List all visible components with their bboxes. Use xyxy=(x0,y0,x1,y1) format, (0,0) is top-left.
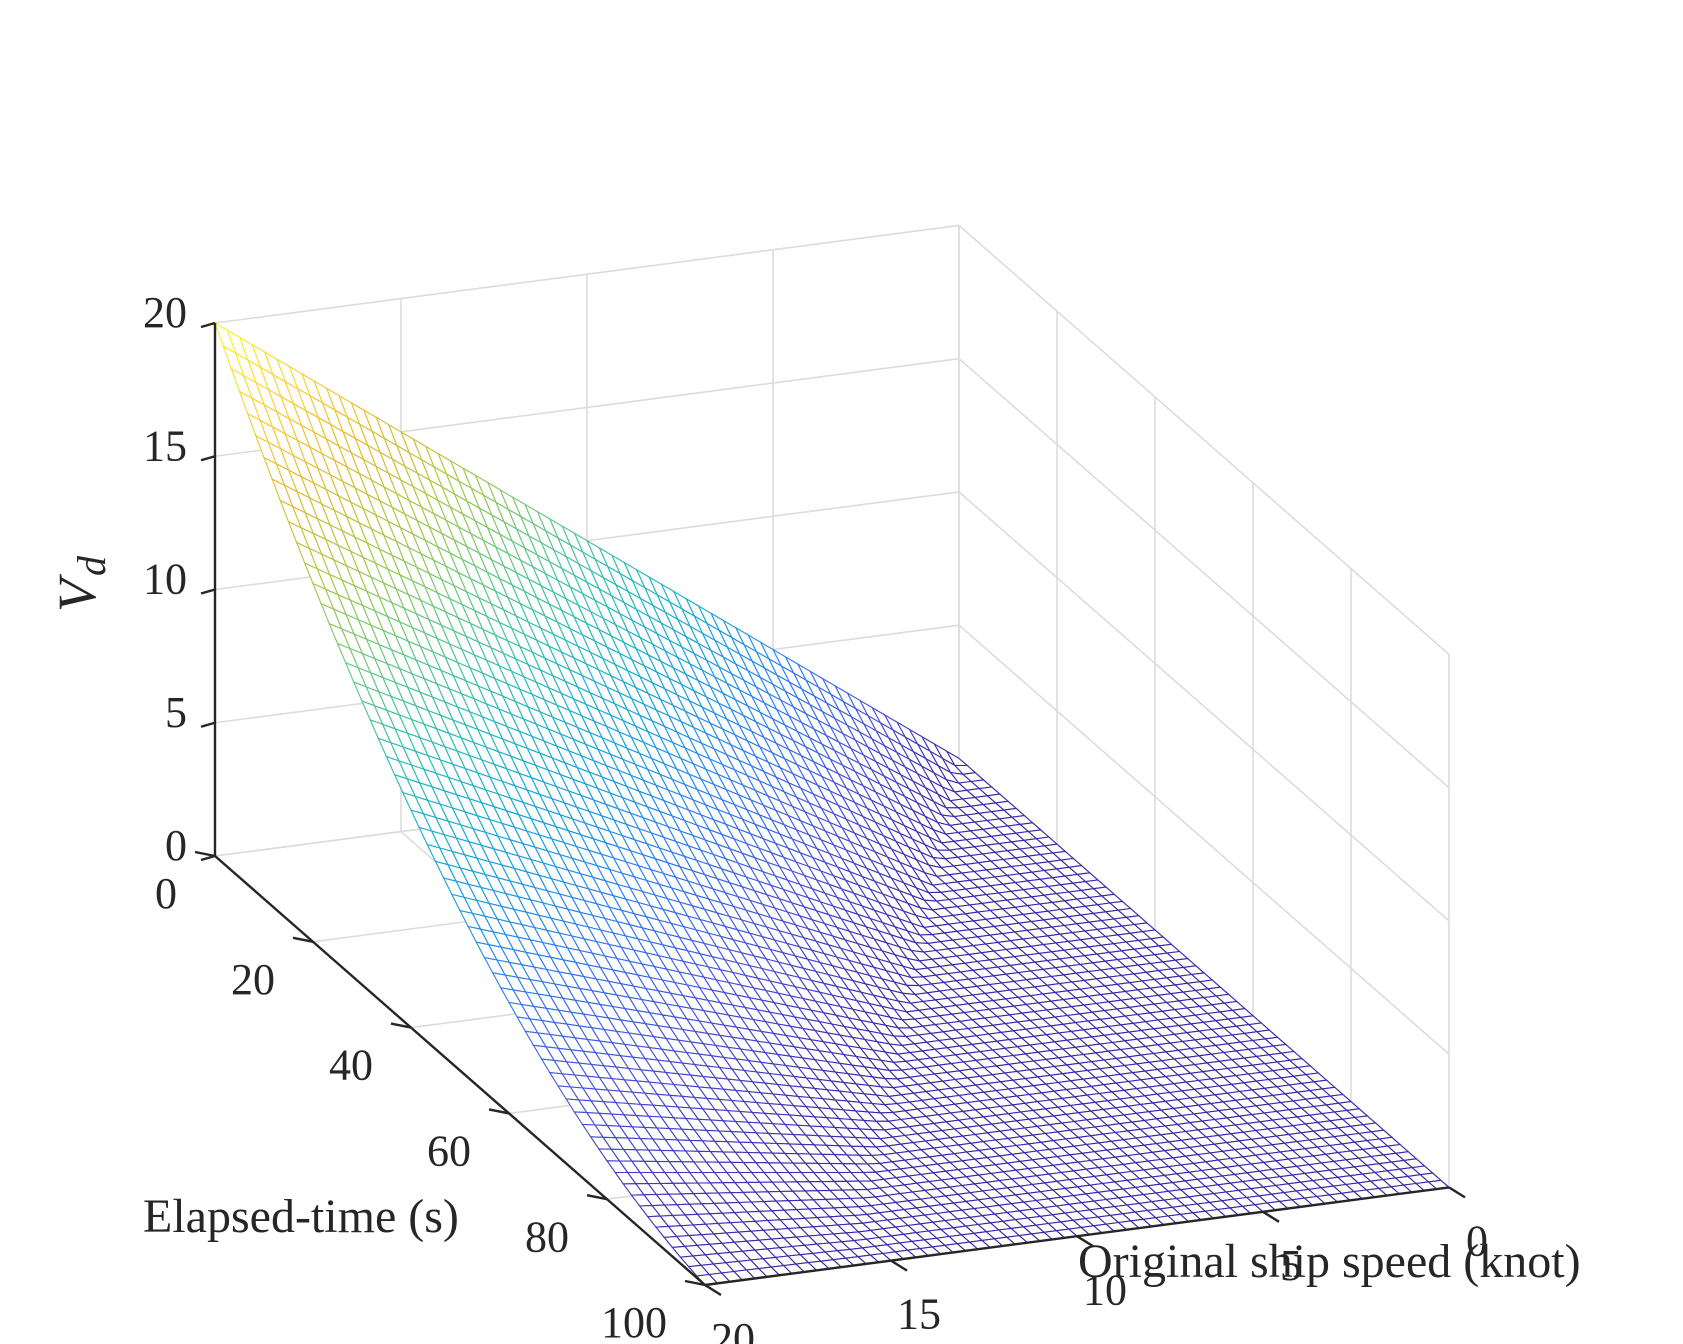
x-axis-label: Original ship speed (knot) xyxy=(1078,1235,1581,1288)
x-tick-mark-15 xyxy=(890,1259,908,1272)
y-axis-line xyxy=(214,855,706,1286)
y-tick-label-80: 80 xyxy=(525,1212,569,1261)
z-tick-label-20: 20 xyxy=(143,288,187,337)
side-wall-gridline-z-10 xyxy=(958,491,1450,922)
z-tick-label-0: 0 xyxy=(165,821,187,870)
y-tick-label-0: 0 xyxy=(155,869,177,918)
x-tick-mark-20 xyxy=(704,1283,722,1297)
surface-mesh xyxy=(213,321,1451,1286)
y-tick-label-20: 20 xyxy=(231,955,275,1004)
y-tick-label-100: 100 xyxy=(601,1298,667,1344)
z-tick-label-15: 15 xyxy=(143,421,187,470)
ticks-layer: 0 5 10 15 20 0 20 40 60 80 100 0 5 10 15 20 xyxy=(143,288,1488,1344)
y-axis-label: Elapsed-time (s) xyxy=(143,1190,459,1243)
y-tick-label-60: 60 xyxy=(427,1126,471,1175)
z-tick-label-5: 5 xyxy=(165,688,187,737)
x-tick-label-10: 10 xyxy=(1083,1265,1127,1314)
x-tick-label-5: 5 xyxy=(1280,1241,1302,1290)
x-tick-label-20: 20 xyxy=(711,1314,755,1344)
z-tick-mark-20 xyxy=(200,321,216,329)
side-wall-gridline-z-20 xyxy=(958,224,1450,656)
z-axis-label-main: V xyxy=(47,573,107,612)
y-tick-mark-0 xyxy=(194,850,216,858)
y-tick-mark-20 xyxy=(292,936,314,943)
y-tick-mark-80 xyxy=(586,1194,608,1201)
y-tick-mark-100 xyxy=(684,1279,706,1287)
x-tick-label-15: 15 xyxy=(897,1290,941,1339)
x-tick-label-0: 0 xyxy=(1466,1216,1488,1265)
x-tick-mark-0 xyxy=(1448,1186,1466,1199)
side-wall-gridline-z-15 xyxy=(958,358,1450,789)
z-tick-mark-15 xyxy=(200,455,216,462)
z-tick-mark-5 xyxy=(200,721,216,728)
side-wall-gridline-z-5 xyxy=(958,624,1450,1055)
back-wall-gridline-z-20 xyxy=(214,224,960,324)
z-tick-mark-10 xyxy=(200,588,216,595)
y-tick-mark-40 xyxy=(390,1022,412,1029)
z-axis-label: V d xyxy=(47,555,114,612)
x-tick-mark-5 xyxy=(1262,1210,1280,1223)
z-tick-label-10: 10 xyxy=(143,555,187,604)
y-tick-mark-60 xyxy=(488,1108,510,1115)
z-axis-label-subscript: d xyxy=(69,555,114,576)
x-tick-mark-10 xyxy=(1076,1235,1094,1248)
y-tick-label-40: 40 xyxy=(329,1041,373,1090)
